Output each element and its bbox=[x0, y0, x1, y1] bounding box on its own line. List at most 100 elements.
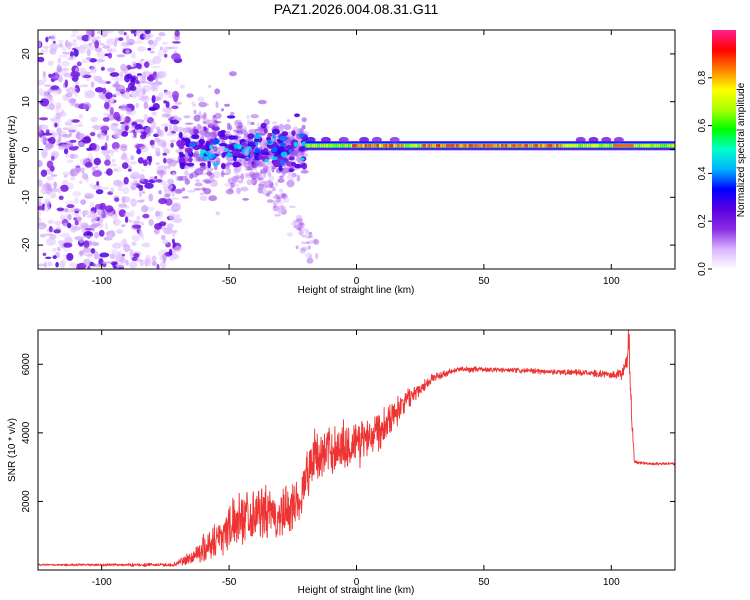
spectrogram-cell bbox=[251, 161, 257, 169]
spectrogram-cell bbox=[125, 49, 130, 55]
spectrogram-cell bbox=[47, 60, 54, 66]
spectrogram-cell bbox=[250, 149, 254, 154]
spectrogram-cell bbox=[169, 119, 180, 125]
spectrogram-cell bbox=[283, 124, 292, 131]
spectrogram-cell bbox=[63, 148, 69, 155]
spectrogram-cell bbox=[163, 188, 172, 195]
spectrogram-cell bbox=[117, 185, 123, 192]
spectrogram-line-cell bbox=[358, 144, 361, 148]
spectrogram-cell bbox=[94, 47, 103, 53]
spectrogram-line-cell bbox=[309, 144, 312, 148]
spectrogram-cell bbox=[228, 124, 232, 131]
spectrogram-line-cell bbox=[374, 144, 378, 148]
spectrogram-cell bbox=[212, 162, 219, 167]
spectrogram-cell bbox=[38, 179, 43, 188]
spectrogram-cell bbox=[197, 96, 205, 102]
spectrogram-cell bbox=[96, 59, 101, 64]
spectrogram-cell bbox=[181, 187, 186, 192]
spectrogram-line-cell bbox=[460, 144, 463, 148]
spectrogram-cell bbox=[141, 242, 151, 248]
spectrogram-cell bbox=[46, 175, 54, 181]
snr-x-tick-label: 50 bbox=[478, 577, 490, 588]
spectrogram-cell bbox=[53, 229, 61, 234]
spectrogram-cell bbox=[240, 186, 249, 192]
spectrogram-cell bbox=[38, 263, 46, 267]
spectrogram-line-cell bbox=[472, 144, 476, 148]
spectrogram-cell bbox=[136, 215, 141, 221]
spectrogram-line-cell bbox=[558, 144, 561, 148]
spectrogram-line-cell bbox=[487, 144, 490, 148]
spectrogram-cell bbox=[154, 137, 161, 143]
spectrogram-cell bbox=[38, 117, 49, 121]
snr-y-tick-label: 2000 bbox=[21, 490, 32, 513]
spectrogram-cell bbox=[267, 179, 272, 185]
spectrogram-cell bbox=[234, 184, 239, 187]
spectrogram-cell bbox=[297, 152, 302, 159]
spectrogram-cell bbox=[244, 175, 252, 179]
spectrogram-x-tick-label: -100 bbox=[92, 276, 112, 287]
spectrogram-cell bbox=[113, 219, 121, 226]
spectrogram-cell bbox=[299, 221, 303, 226]
spectrogram-cell bbox=[288, 171, 291, 175]
spectrogram-line-cell bbox=[317, 144, 321, 148]
colorbar-tick-label: 0.4 bbox=[697, 166, 708, 180]
spectrogram-cell bbox=[314, 274, 320, 279]
spectrogram-cell bbox=[97, 133, 102, 138]
spectrogram-cell bbox=[140, 95, 150, 103]
spectrogram-cell bbox=[271, 121, 278, 125]
spectrogram-line-cell bbox=[617, 144, 620, 148]
spectrogram-line-cell bbox=[584, 144, 588, 148]
spectrogram-cell bbox=[125, 259, 129, 266]
spectrogram-cell bbox=[277, 178, 285, 183]
snr-x-tick-label: -50 bbox=[222, 577, 237, 588]
spectrogram-cell bbox=[178, 131, 183, 139]
spectrogram-cell bbox=[79, 180, 83, 185]
spectrogram-cell bbox=[143, 101, 149, 110]
spectrogram-cell bbox=[265, 192, 271, 197]
spectrogram-line-cell bbox=[334, 144, 337, 148]
spectrogram-cell bbox=[64, 79, 69, 88]
spectrogram-cell bbox=[121, 162, 129, 170]
spectrogram-cell bbox=[156, 169, 165, 174]
spectrogram-cell bbox=[389, 136, 400, 143]
spectrogram-cell bbox=[280, 205, 286, 211]
spectrogram-cell bbox=[131, 171, 140, 177]
spectrogram-line-cell bbox=[546, 144, 549, 148]
spectrogram-cell bbox=[116, 229, 124, 234]
spectrogram-cell bbox=[70, 71, 81, 78]
spectrogram-cell bbox=[308, 232, 313, 236]
spectrogram-cell bbox=[99, 43, 106, 46]
spectrogram-cell bbox=[96, 209, 104, 216]
spectrogram-line-cell bbox=[405, 144, 408, 148]
spectrogram-cell bbox=[43, 205, 51, 212]
spectrogram-cell bbox=[176, 117, 182, 121]
spectrogram-cell bbox=[252, 174, 260, 179]
spectrogram-line-cell bbox=[478, 144, 482, 148]
spectrogram-cell bbox=[96, 51, 101, 56]
spectrogram-cell bbox=[244, 145, 250, 152]
spectrogram-cell bbox=[297, 225, 302, 232]
spectrogram-cell bbox=[258, 183, 265, 187]
spectrogram-line-cell bbox=[415, 144, 418, 148]
spectrogram-line-cell bbox=[576, 144, 579, 148]
spectrogram-cell bbox=[169, 124, 173, 133]
spectrogram-line-cell bbox=[503, 144, 506, 148]
spectrogram-cell bbox=[155, 147, 161, 154]
spectrogram-cell bbox=[52, 255, 57, 259]
spectrogram-cell bbox=[213, 139, 217, 146]
spectrogram-cell bbox=[292, 220, 300, 224]
spectrogram-cell bbox=[257, 163, 262, 169]
spectrogram-cell bbox=[40, 135, 48, 144]
spectrogram-cell bbox=[106, 168, 113, 176]
spectrogram-cell bbox=[61, 134, 72, 138]
spectrogram-cell bbox=[104, 222, 109, 230]
spectrogram-cell bbox=[277, 146, 285, 153]
spectrogram-line-cell bbox=[489, 144, 492, 148]
spectrogram-cell bbox=[85, 157, 91, 163]
spectrogram-line-cell bbox=[582, 144, 586, 148]
spectrogram-cell bbox=[166, 223, 174, 229]
spectrogram-line-cell bbox=[668, 144, 671, 148]
spectrogram-line-cell bbox=[444, 144, 447, 148]
spectrogram-line-cell bbox=[497, 144, 500, 148]
spectrogram-y-tick-label: 0 bbox=[21, 146, 32, 152]
